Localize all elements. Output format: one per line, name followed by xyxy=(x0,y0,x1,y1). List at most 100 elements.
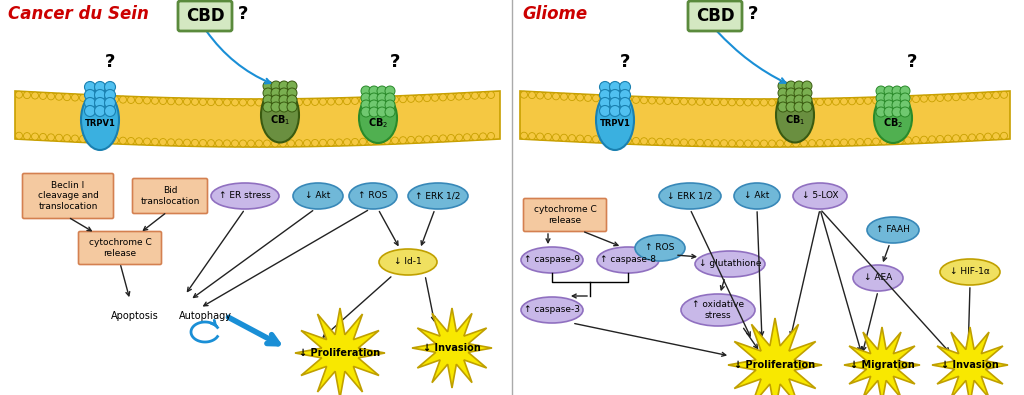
Circle shape xyxy=(399,137,407,144)
Circle shape xyxy=(761,140,768,147)
Circle shape xyxy=(464,134,470,141)
Circle shape xyxy=(721,140,727,147)
Circle shape xyxy=(640,138,647,145)
Ellipse shape xyxy=(681,294,755,326)
Text: TRPV1: TRPV1 xyxy=(85,118,116,128)
Circle shape xyxy=(753,140,760,147)
Text: ?: ? xyxy=(620,53,631,71)
Text: ↑ caspase-9: ↑ caspase-9 xyxy=(524,256,580,265)
Circle shape xyxy=(175,98,182,105)
Text: ↓ ERK 1/2: ↓ ERK 1/2 xyxy=(668,192,713,201)
Circle shape xyxy=(271,102,281,112)
Circle shape xyxy=(520,91,527,98)
Text: ↑ caspase-3: ↑ caspase-3 xyxy=(524,305,580,314)
Circle shape xyxy=(369,107,379,117)
Circle shape xyxy=(487,132,495,139)
Circle shape xyxy=(802,88,812,98)
Circle shape xyxy=(816,98,823,105)
Text: ?: ? xyxy=(748,5,759,23)
FancyBboxPatch shape xyxy=(523,199,606,231)
Circle shape xyxy=(168,98,174,105)
Circle shape xyxy=(778,102,788,112)
Circle shape xyxy=(287,95,297,105)
Circle shape xyxy=(336,98,342,105)
Circle shape xyxy=(319,98,327,105)
Circle shape xyxy=(94,81,105,92)
Circle shape xyxy=(223,99,230,106)
Circle shape xyxy=(553,93,559,100)
Circle shape xyxy=(944,94,951,101)
Circle shape xyxy=(377,86,387,96)
Circle shape xyxy=(665,139,672,145)
Circle shape xyxy=(303,99,310,105)
Circle shape xyxy=(263,140,270,147)
Circle shape xyxy=(191,139,199,147)
Text: ?: ? xyxy=(390,53,400,71)
FancyBboxPatch shape xyxy=(23,173,114,218)
Text: ↑ ROS: ↑ ROS xyxy=(358,192,388,201)
Text: Apoptosis: Apoptosis xyxy=(112,311,159,321)
Circle shape xyxy=(280,140,287,147)
Circle shape xyxy=(609,98,621,109)
Circle shape xyxy=(391,96,398,103)
Circle shape xyxy=(471,133,478,140)
Circle shape xyxy=(665,98,672,105)
Circle shape xyxy=(271,88,281,98)
Circle shape xyxy=(287,102,297,112)
Circle shape xyxy=(487,92,495,98)
Circle shape xyxy=(900,107,910,117)
Circle shape xyxy=(200,139,207,147)
Circle shape xyxy=(55,134,62,141)
Ellipse shape xyxy=(597,247,659,273)
Circle shape xyxy=(287,88,297,98)
Circle shape xyxy=(673,139,680,146)
Circle shape xyxy=(688,98,695,105)
Circle shape xyxy=(368,97,375,104)
Circle shape xyxy=(892,100,902,110)
Circle shape xyxy=(80,135,86,143)
Circle shape xyxy=(900,86,910,96)
Ellipse shape xyxy=(659,183,721,209)
Circle shape xyxy=(351,139,358,145)
Text: ↓ Migration: ↓ Migration xyxy=(850,360,914,370)
Circle shape xyxy=(47,93,54,100)
Circle shape xyxy=(896,137,903,144)
Circle shape xyxy=(447,134,455,141)
Text: cytochrome C
release: cytochrome C release xyxy=(89,238,152,258)
Circle shape xyxy=(721,99,727,106)
Circle shape xyxy=(94,105,105,117)
Text: cytochrome C
release: cytochrome C release xyxy=(534,205,596,225)
Circle shape xyxy=(128,96,134,103)
Circle shape xyxy=(620,98,631,109)
Polygon shape xyxy=(844,327,920,395)
Ellipse shape xyxy=(793,183,847,209)
Ellipse shape xyxy=(379,249,437,275)
Circle shape xyxy=(984,133,991,140)
Circle shape xyxy=(128,137,134,145)
Circle shape xyxy=(876,107,886,117)
Circle shape xyxy=(55,93,62,100)
Circle shape xyxy=(208,99,214,105)
Circle shape xyxy=(778,95,788,105)
Circle shape xyxy=(40,134,46,141)
Circle shape xyxy=(191,98,199,105)
Circle shape xyxy=(408,95,415,102)
Circle shape xyxy=(992,92,999,99)
Circle shape xyxy=(279,95,289,105)
Circle shape xyxy=(351,98,358,104)
Circle shape xyxy=(376,97,383,103)
Circle shape xyxy=(248,140,255,147)
Circle shape xyxy=(801,99,808,106)
Circle shape xyxy=(94,90,105,100)
Circle shape xyxy=(713,139,720,147)
Circle shape xyxy=(705,139,712,147)
Circle shape xyxy=(892,93,902,103)
Circle shape xyxy=(952,94,959,101)
Circle shape xyxy=(72,94,79,101)
Circle shape xyxy=(471,92,478,99)
Text: ↑ ROS: ↑ ROS xyxy=(645,243,675,252)
Circle shape xyxy=(288,99,295,106)
Circle shape xyxy=(952,135,959,142)
Circle shape xyxy=(240,99,247,106)
Circle shape xyxy=(744,99,752,106)
